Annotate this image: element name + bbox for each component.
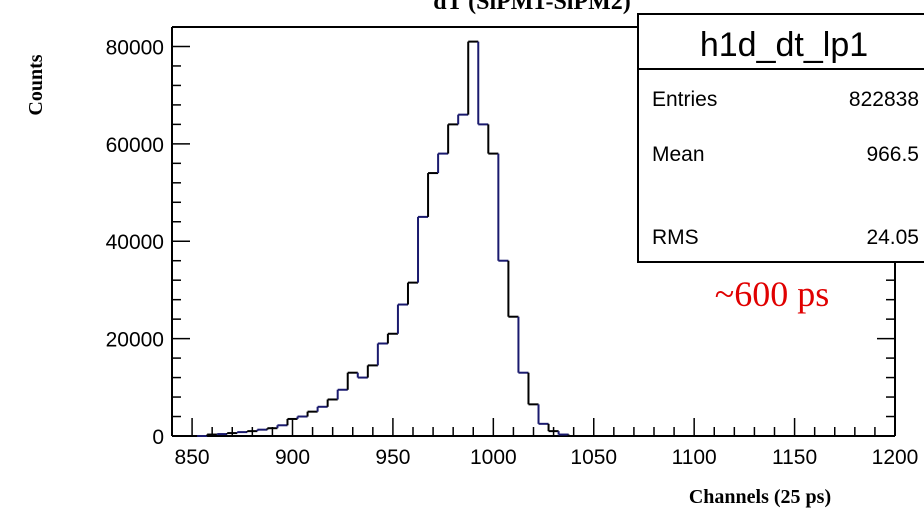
x-tick-label: 1150 — [772, 446, 817, 469]
y-tick-label: 0 — [152, 426, 164, 449]
tick-labels: 0 20000 40000 60000 80000 850 900 950 1000 1050 11… — [106, 36, 919, 469]
stats-entries-label: Entries — [652, 88, 717, 111]
y-tick-label: 40000 — [106, 231, 164, 254]
stats-rms-value: 24.05 — [866, 226, 919, 249]
histogram-bins — [197, 40, 579, 437]
chart-title: dT (SiPM1-SiPM2) — [433, 0, 631, 15]
x-tick-label: 1100 — [672, 446, 717, 469]
y-tick-label: 60000 — [106, 134, 164, 157]
x-tick-label: 850 — [175, 446, 210, 469]
x-tick-label: 1050 — [570, 446, 617, 469]
x-tick-label: 1200 — [872, 446, 919, 469]
x-tick-label: 900 — [275, 446, 310, 469]
stats-box-name: h1d_dt_lp1 — [700, 26, 868, 64]
stats-mean-value: 966.5 — [866, 143, 919, 166]
stats-mean-label: Mean — [652, 143, 705, 166]
stats-entries-value: 822838 — [849, 88, 919, 111]
y-tick-label: 20000 — [106, 329, 164, 352]
x-axis-label: Channels (25 ps) — [689, 486, 831, 508]
stats-rms-label: RMS — [652, 226, 699, 249]
stats-box: h1d_dt_lp1 Entries 822838 Mean 966.5 RMS… — [637, 13, 924, 263]
y-tick-label: 80000 — [106, 36, 164, 59]
x-tick-label: 950 — [375, 446, 410, 469]
resolution-annotation: ~600 ps — [715, 274, 830, 314]
stats-box-frame — [637, 13, 924, 263]
x-tick-label: 1000 — [470, 446, 517, 469]
y-axis-label: Counts — [25, 54, 47, 115]
